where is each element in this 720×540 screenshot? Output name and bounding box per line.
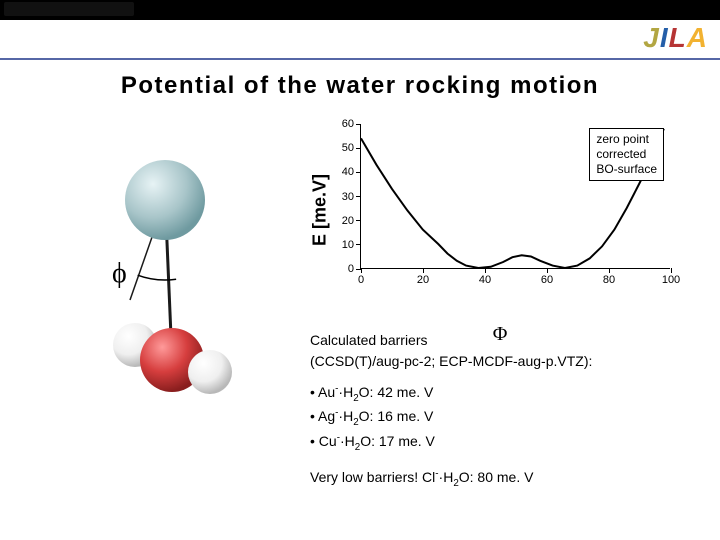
legend-line-1: zero point [596,132,657,147]
item-post: O: 42 me. V [359,384,434,400]
item-post: O: 16 me. V [359,408,434,424]
molecule-diagram: ϕ [40,140,320,440]
atom-metal [125,160,205,240]
logo-letter-l: L [669,22,687,53]
logo-letter-a: A [687,22,708,53]
item-pre: Au [318,384,335,400]
browser-tab [4,2,134,16]
results-text: Calculated barriers (CCSD(T)/aug-pc-2; E… [310,330,690,502]
ytick-label: 60 [342,118,354,130]
jila-logo: JILA [643,22,708,54]
ytick-label: 0 [348,263,354,275]
logo-letter-i: I [660,22,669,53]
browser-topbar [0,0,720,20]
barriers-heading-line1: Calculated barriers [310,332,428,348]
content-area: ϕ E [me.V] zero point corrected BO-surfa… [0,100,720,540]
chart-legend: zero point corrected BO-surface [589,128,664,181]
xtick-label: 100 [662,274,680,286]
chart-y-axis-label: E [me.V] [310,174,331,246]
item-pre: Cu [319,433,337,449]
barrier-item: Ag-·H2O: 16 me. V [310,406,690,430]
footer-mid: ·H [439,469,454,485]
ytick-label: 30 [342,191,354,203]
item-mid: ·H [338,384,353,400]
chart-plot-area: zero point corrected BO-surface 01020304… [360,124,670,269]
xtick-label: 0 [358,274,364,286]
ytick-label: 10 [342,239,354,251]
phi-label: ϕ [112,258,127,290]
page-title: Potential of the water rocking motion [0,72,720,100]
xtick-label: 60 [541,274,553,286]
legend-line-3: BO-surface [596,162,657,177]
item-post: O: 17 me. V [360,433,435,449]
barriers-heading-method: (CCSD(T)/aug-pc-2; ECP-MCDF-aug-p.VTZ): [310,353,592,369]
slide: JILA Potential of the water rocking moti… [0,0,720,540]
item-mid: ·H [340,433,355,449]
barrier-item: Cu-·H2O: 17 me. V [310,431,690,455]
footer-post: O: 80 me. V [459,469,534,485]
xtick-label: 40 [479,274,491,286]
xtick-label: 80 [603,274,615,286]
barriers-footer: Very low barriers! Cl-·H2O: 80 me. V [310,467,690,491]
barriers-heading: Calculated barriers (CCSD(T)/aug-pc-2; E… [310,330,690,372]
ytick-label: 40 [342,166,354,178]
item-mid: ·H [338,408,353,424]
legend-line-2: corrected [596,147,657,162]
potential-chart: E [me.V] zero point corrected BO-surface… [320,120,680,300]
item-pre: Ag [318,408,335,424]
ytick-label: 20 [342,215,354,227]
footer-pre: Very low barriers! Cl [310,469,435,485]
barrier-item: Au-·H2O: 42 me. V [310,382,690,406]
logo-letter-j: J [643,22,660,53]
molecule-svg [40,140,300,440]
ytick-label: 50 [342,142,354,154]
atom-h2 [188,350,232,394]
header-bar: JILA [0,20,720,60]
barrier-list: Au-·H2O: 42 me. VAg-·H2O: 16 me. VCu-·H2… [310,382,690,455]
xtick-label: 20 [417,274,429,286]
molecule-angle-arc [138,275,176,280]
